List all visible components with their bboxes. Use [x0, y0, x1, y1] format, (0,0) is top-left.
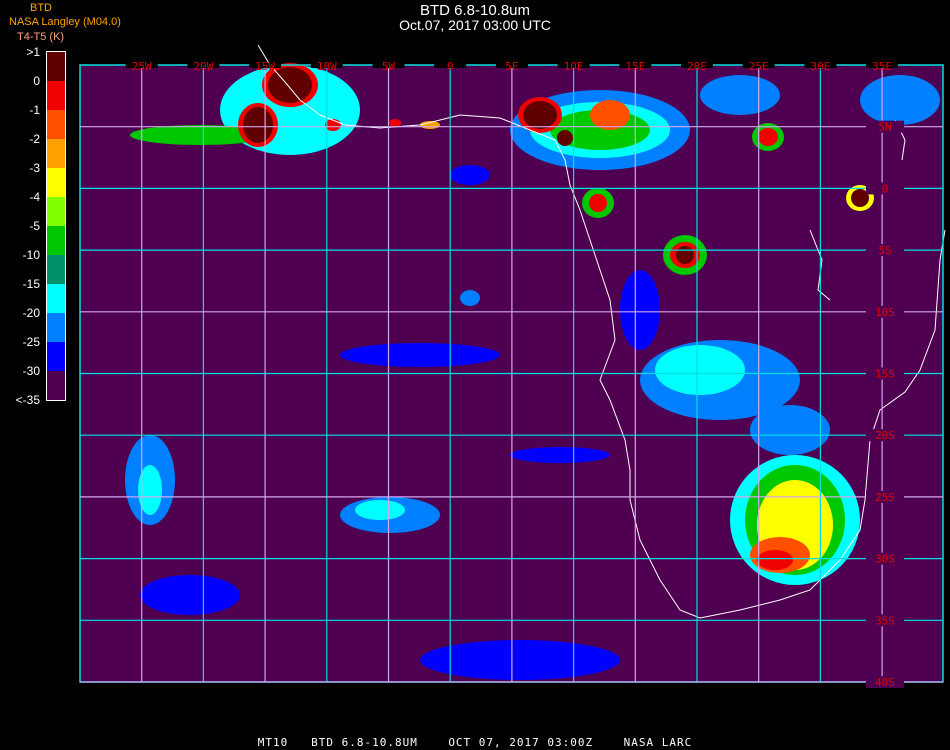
- map-title: BTD 6.8-10.8um: [419, 2, 531, 19]
- grid-label: 10S: [875, 306, 895, 319]
- legend-swatch: [47, 255, 65, 284]
- org-label: NASA Langley (M04.0): [9, 16, 121, 28]
- legend-label: -1: [29, 103, 40, 117]
- legend-swatch: [47, 197, 65, 226]
- lat-lon-grid: [79, 64, 944, 683]
- grid-label: 40S: [875, 676, 895, 689]
- grid-label: 15W: [255, 60, 275, 73]
- grid-label: 25S: [875, 491, 895, 504]
- legend-swatch: [47, 110, 65, 139]
- legend-label: -25: [22, 335, 40, 349]
- legend-swatch: [47, 139, 65, 168]
- legend-swatch: [47, 52, 65, 81]
- grid-label: 30S: [875, 553, 895, 566]
- grid-label: 5E: [505, 60, 518, 73]
- legend-label: -3: [29, 161, 40, 175]
- grid-label: 25W: [132, 60, 152, 73]
- legend-swatch: [47, 284, 65, 313]
- grid-label: 35S: [875, 614, 895, 627]
- legend-label: -30: [22, 364, 40, 378]
- grid-label: 0: [447, 60, 454, 73]
- legend-swatch: [47, 371, 65, 400]
- legend-label: -5: [29, 219, 40, 233]
- grid-label: 30E: [810, 60, 830, 73]
- legend-label: 0: [33, 74, 40, 88]
- color-legend-bar: [46, 51, 66, 401]
- grid-label: 0: [882, 182, 889, 195]
- map-timestamp: Oct.07, 2017 03:00 UTC: [399, 17, 551, 33]
- legend-label: -2: [29, 132, 40, 146]
- legend-swatch: [47, 168, 65, 197]
- legend-label: <-35: [15, 393, 40, 407]
- legend-label: -4: [29, 190, 40, 204]
- legend-label: -15: [22, 277, 40, 291]
- legend-label: -20: [22, 306, 40, 320]
- legend-label: >1: [26, 45, 40, 59]
- grid-label: 15S: [875, 368, 895, 381]
- grid-label: 35E: [872, 60, 892, 73]
- grid-label: 20S: [875, 429, 895, 442]
- grid-label: 5N: [878, 121, 891, 134]
- grid-labels: 25W 20W 15W 10W 5W 0 5E 10E 15E 20E 25E 30E 35E 5N 0 5S…: [125, 60, 904, 689]
- legend-swatch: [47, 342, 65, 371]
- grid-label: 5W: [382, 60, 396, 73]
- legend-label: -10: [22, 248, 40, 262]
- footer-caption: MT10 BTD 6.8-10.8UM OCT 07, 2017 03:00Z …: [257, 736, 693, 749]
- grid-label: 5S: [878, 244, 891, 257]
- legend-swatch: [47, 313, 65, 342]
- legend-swatch: [47, 81, 65, 110]
- grid-label: 10E: [564, 60, 584, 73]
- grid-label: 10W: [317, 60, 337, 73]
- overlay-label: BTD: [30, 2, 52, 14]
- cloud-features: [125, 63, 940, 680]
- legend-swatch: [47, 226, 65, 255]
- grid-label: 20W: [193, 60, 213, 73]
- grid-label: 20E: [687, 60, 707, 73]
- units-label: T4-T5 (K): [17, 31, 65, 43]
- grid-label: 15E: [625, 60, 645, 73]
- grid-label: 25E: [749, 60, 769, 73]
